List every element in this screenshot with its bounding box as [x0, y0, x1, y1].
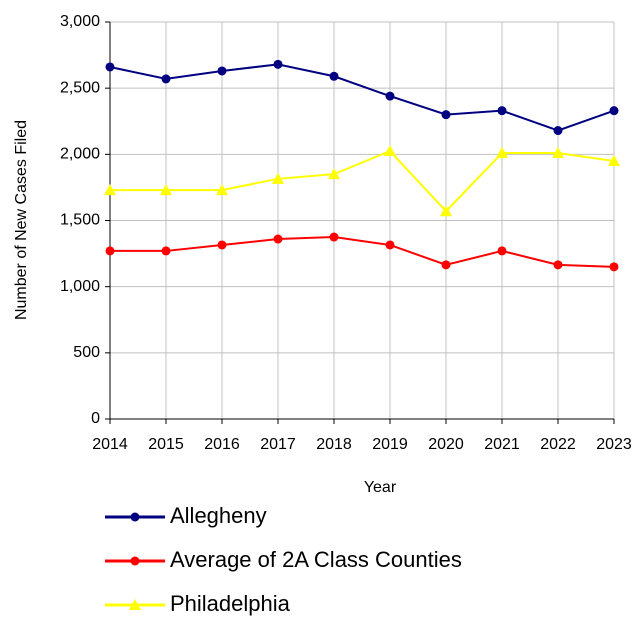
marker — [216, 184, 228, 196]
legend-text: Allegheny — [170, 503, 267, 528]
marker — [608, 154, 620, 166]
marker — [609, 262, 619, 272]
series-line — [109, 63, 615, 132]
marker — [496, 147, 508, 159]
x-tick-label: 2019 — [372, 436, 408, 453]
marker — [497, 106, 507, 116]
marker — [272, 172, 284, 184]
marker — [273, 59, 283, 69]
marker — [385, 240, 395, 250]
y-tick-label: 0 — [91, 410, 100, 427]
y-tick-label: 2,000 — [60, 146, 100, 163]
x-tick-label: 2016 — [204, 436, 240, 453]
marker — [609, 106, 619, 116]
x-tick-label: 2017 — [260, 436, 296, 453]
x-tick-label: 2015 — [148, 436, 184, 453]
marker — [105, 62, 115, 72]
marker — [497, 246, 507, 256]
x-axis-title: Year — [364, 479, 397, 496]
y-tick-label: 1,500 — [60, 212, 100, 229]
marker — [105, 246, 115, 256]
marker — [384, 145, 396, 157]
marker — [217, 66, 227, 76]
x-tick-label: 2020 — [428, 436, 464, 453]
y-tick-label: 3,000 — [60, 13, 100, 30]
x-tick-label: 2018 — [316, 436, 352, 453]
marker — [161, 246, 171, 256]
marker — [130, 512, 140, 522]
y-tick-label: 1,000 — [60, 278, 100, 295]
marker — [130, 556, 140, 566]
marker — [273, 234, 283, 244]
marker — [161, 74, 171, 84]
legend-text: Philadelphia — [170, 591, 291, 616]
marker — [129, 599, 141, 610]
x-tick-label: 2021 — [484, 436, 520, 453]
marker — [441, 110, 451, 120]
marker — [328, 168, 340, 180]
marker — [553, 126, 563, 136]
marker — [552, 147, 564, 159]
x-tick-label: 2022 — [540, 436, 576, 453]
marker — [329, 71, 339, 81]
y-axis-title: Number of New Cases Filed — [13, 120, 30, 320]
series-line — [110, 149, 615, 213]
marker — [104, 184, 116, 196]
marker — [441, 260, 451, 270]
marker — [440, 205, 452, 217]
x-tick-label: 2023 — [596, 436, 632, 453]
y-tick-label: 2,500 — [60, 79, 100, 96]
legend-text: Average of 2A Class Counties — [170, 547, 462, 572]
x-tick-label: 2014 — [92, 436, 128, 453]
marker — [160, 184, 172, 196]
series-line — [110, 236, 615, 268]
marker — [553, 260, 563, 270]
marker — [329, 232, 339, 242]
marker — [217, 240, 227, 250]
y-tick-label: 500 — [73, 344, 100, 361]
marker — [385, 91, 395, 101]
